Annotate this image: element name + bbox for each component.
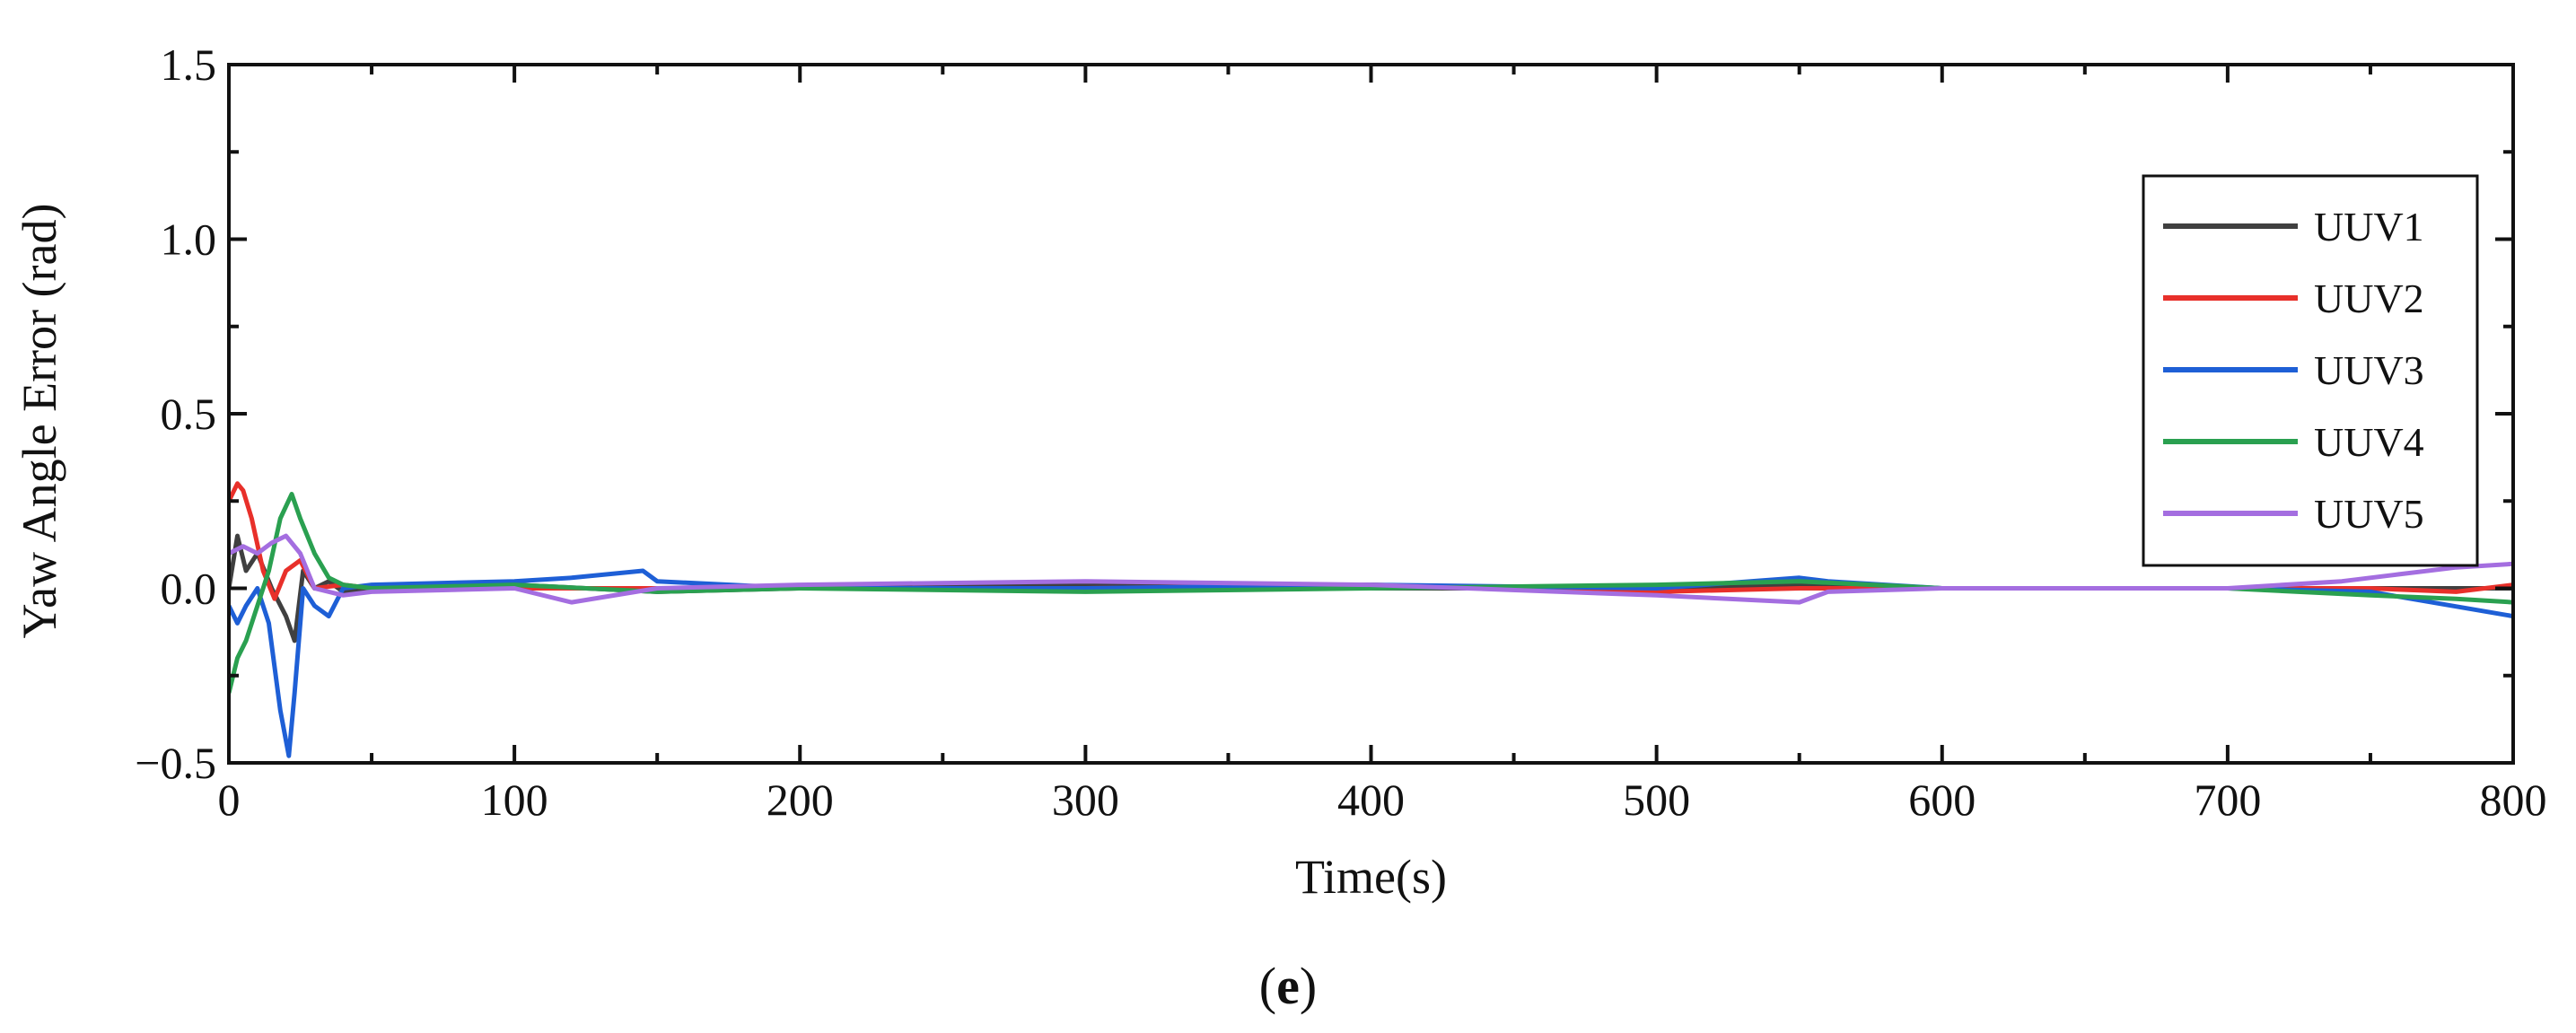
legend-label-uuv5: UUV5 xyxy=(2314,491,2424,537)
caption-close-paren: ) xyxy=(1300,957,1317,1015)
legend: UUV1 UUV2 UUV3 UUV4 UUV5 xyxy=(2142,174,2479,567)
x-tick-label: 600 xyxy=(1908,775,1976,825)
caption-letter: e xyxy=(1276,957,1300,1015)
y-tick-label: −0.5 xyxy=(135,738,216,788)
y-axis-title: Yaw Angle Error (rad) xyxy=(13,204,66,639)
x-tick-label: 200 xyxy=(767,775,834,825)
x-tick-label: 300 xyxy=(1052,775,1119,825)
series-lines xyxy=(229,481,2513,758)
x-axis: 0 100 200 300 400 500 600 700 800 xyxy=(218,65,2547,825)
legend-label-uuv3: UUV3 xyxy=(2314,347,2424,393)
y-tick-label: 0.0 xyxy=(161,564,217,614)
x-tick-label: 0 xyxy=(218,775,241,825)
x-axis-title: Time(s) xyxy=(1295,850,1447,904)
series-line-uuv5 xyxy=(229,533,2513,605)
y-tick-label: 1.0 xyxy=(161,214,217,265)
legend-label-uuv1: UUV1 xyxy=(2314,204,2424,249)
y-axis: −0.5 0.0 0.5 1.0 1.5 xyxy=(135,39,2513,788)
series-line-uuv3 xyxy=(229,568,2513,758)
figure-caption: (e) xyxy=(1259,957,1317,1015)
legend-label-uuv2: UUV2 xyxy=(2314,276,2424,321)
legend-label-uuv4: UUV4 xyxy=(2314,419,2424,465)
x-tick-label: 500 xyxy=(1623,775,1690,825)
x-tick-label: 700 xyxy=(2194,775,2261,825)
x-tick-label: 800 xyxy=(2480,775,2547,825)
y-tick-label: 1.5 xyxy=(161,39,217,90)
x-tick-label: 400 xyxy=(1337,775,1405,825)
x-tick-label: 100 xyxy=(481,775,548,825)
caption-open-paren: ( xyxy=(1259,957,1276,1015)
y-tick-label: 0.5 xyxy=(161,389,217,439)
